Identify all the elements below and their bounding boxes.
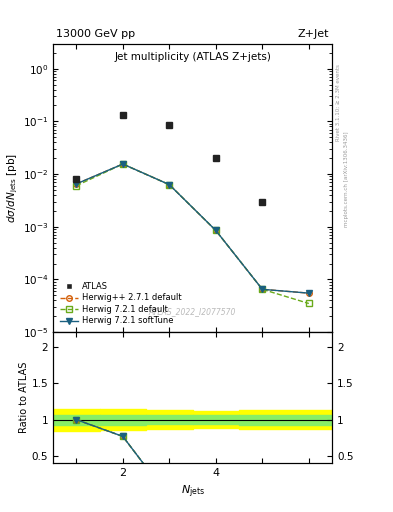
Y-axis label: $d\sigma/dN_\mathrm{jets}$ [pb]: $d\sigma/dN_\mathrm{jets}$ [pb] — [6, 153, 20, 223]
Text: Z+Jet: Z+Jet — [298, 29, 329, 39]
Text: Rivet 3.1.10; ≥ 2.3M events: Rivet 3.1.10; ≥ 2.3M events — [336, 64, 341, 141]
Text: 13000 GeV pp: 13000 GeV pp — [56, 29, 135, 39]
Text: mcplots.cern.ch [arXiv:1306.3436]: mcplots.cern.ch [arXiv:1306.3436] — [344, 132, 349, 227]
Text: ATLAS_2022_I2077570: ATLAS_2022_I2077570 — [149, 307, 236, 316]
Text: Jet multiplicity (ATLAS Z+jets): Jet multiplicity (ATLAS Z+jets) — [114, 52, 271, 62]
Y-axis label: Ratio to ATLAS: Ratio to ATLAS — [19, 362, 29, 434]
Legend: ATLAS, Herwig++ 2.7.1 default, Herwig 7.2.1 default, Herwig 7.2.1 softTune: ATLAS, Herwig++ 2.7.1 default, Herwig 7.… — [57, 280, 184, 328]
X-axis label: $N_\mathrm{jets}$: $N_\mathrm{jets}$ — [180, 484, 205, 500]
